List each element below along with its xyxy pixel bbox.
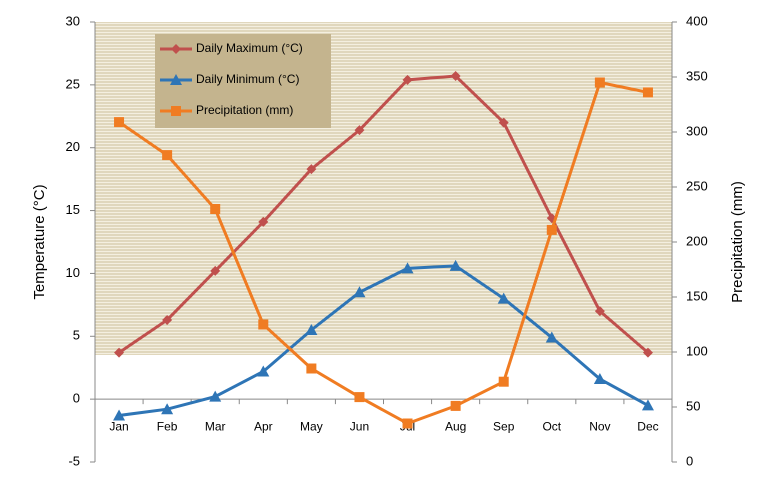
marker: [161, 403, 174, 415]
marker: [402, 418, 413, 429]
marker: [209, 390, 222, 402]
marker: [354, 392, 365, 403]
marker: [257, 365, 270, 377]
x-tick-label: Nov: [589, 419, 610, 433]
series-line: [118, 74, 649, 354]
marker: [546, 224, 557, 235]
marker: [210, 265, 221, 276]
y2-tick-label: 400: [686, 13, 708, 28]
legend-label: Daily Minimum (°C): [196, 72, 299, 86]
marker: [498, 117, 509, 128]
y-axis-label: Temperature (°C): [31, 184, 48, 299]
x-tick-label: Feb: [157, 419, 178, 433]
marker: [162, 314, 173, 325]
marker: [450, 71, 461, 82]
marker: [642, 87, 653, 98]
y2-axis-label: Precipitation (mm): [729, 181, 746, 303]
y2-tick-label: 0: [686, 453, 693, 468]
marker: [498, 376, 509, 387]
marker: [258, 216, 269, 227]
marker: [593, 373, 606, 385]
y-tick-label: 25: [66, 76, 80, 91]
y-tick-label: 15: [66, 202, 80, 217]
marker: [642, 347, 653, 358]
marker: [113, 409, 126, 421]
marker: [305, 324, 318, 335]
y2-tick-label: 200: [686, 233, 708, 248]
marker: [401, 262, 414, 274]
x-tick-label: Mar: [205, 419, 226, 433]
y2-tick-label: 100: [686, 343, 708, 358]
marker: [114, 347, 125, 358]
y-tick-label: 30: [66, 13, 80, 28]
marker: [162, 150, 173, 161]
x-tick-label: Jan: [109, 419, 128, 433]
marker: [594, 77, 605, 88]
marker: [594, 306, 605, 317]
marker: [497, 292, 510, 304]
x-tick-label: Sep: [493, 419, 515, 433]
marker: [114, 117, 125, 128]
x-tick-label: Aug: [445, 419, 466, 433]
marker: [449, 259, 462, 271]
y2-tick-label: 50: [686, 398, 700, 413]
legend-label: Daily Maximum (°C): [196, 41, 303, 55]
x-tick-label: Dec: [637, 419, 658, 433]
series-line: [118, 264, 649, 417]
marker: [210, 204, 221, 214]
y-tick-label: 0: [73, 391, 80, 406]
x-tick-label: Jun: [350, 419, 369, 433]
legend-marker: [170, 74, 182, 85]
x-tick-label: May: [300, 419, 323, 433]
marker: [641, 399, 654, 411]
y-tick-label: 20: [66, 139, 80, 154]
x-tick-label: Oct: [542, 419, 561, 433]
marker: [402, 74, 413, 85]
marker: [450, 400, 461, 411]
y2-tick-label: 300: [686, 123, 708, 138]
y-tick-label: -5: [68, 453, 80, 468]
y2-tick-label: 150: [686, 288, 708, 303]
legend-marker: [171, 44, 181, 54]
marker: [354, 125, 365, 136]
series-line: [118, 80, 649, 426]
marker: [545, 331, 558, 343]
legend-marker: [171, 106, 181, 116]
marker: [306, 363, 317, 374]
marker: [306, 164, 317, 175]
y2-tick-label: 350: [686, 68, 708, 83]
y-tick-label: 10: [66, 265, 80, 280]
legend-label: Precipitation (mm): [196, 103, 293, 117]
marker: [353, 286, 366, 298]
marker: [258, 319, 269, 330]
x-tick-label: Apr: [254, 419, 273, 433]
y-tick-label: 5: [73, 328, 80, 343]
y2-tick-label: 250: [686, 178, 708, 193]
